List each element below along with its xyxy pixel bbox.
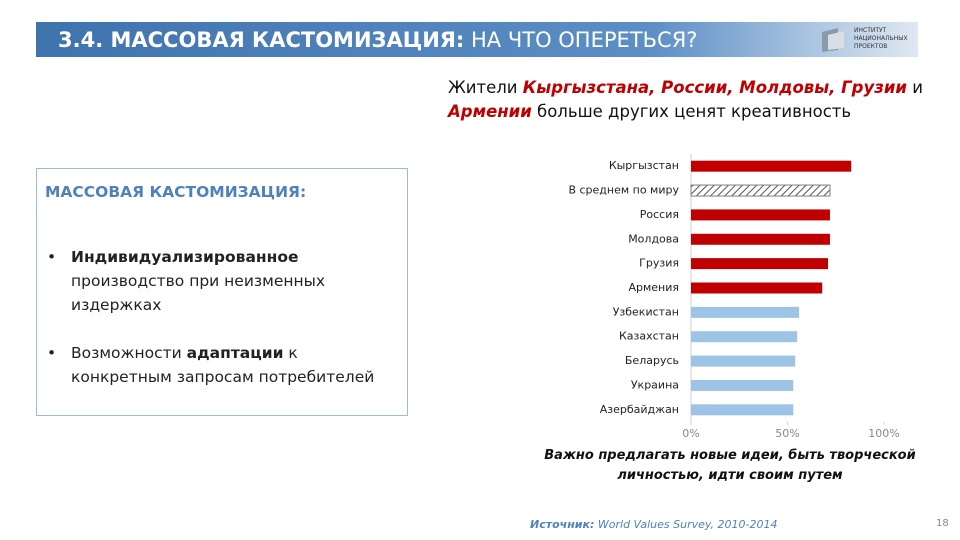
subtitle-line: Армении больше других ценят креативность [448,100,923,124]
source: Источник: World Values Survey, 2010-2014 [530,518,778,531]
bar [691,258,829,270]
subtitle-line: Жители Кыргызстана, России, Молдовы, Гру… [448,76,923,100]
bar [691,306,800,318]
bullet: Индивидуализированное производство при н… [43,245,383,317]
logo: ИНСТИТУТ НАЦИОНАЛЬНЫХ ПРОЕКТОВ [818,26,918,54]
bar [691,331,798,343]
text-run: Жители [448,78,523,97]
bar [691,379,794,391]
y-tick-label: Россия [640,208,679,221]
bar [691,404,794,416]
bar [690,184,831,197]
bar [691,355,796,367]
x-tick-label: 50% [775,427,799,440]
logo-line: ПРОЕКТОВ [854,43,888,50]
page-number: 18 [936,518,949,529]
chart: 0% 50% 100% Кыргызстан В среднем по миру Росс… [568,154,900,440]
text-run: Возможности [71,344,187,362]
source-label: Источник: [530,518,595,531]
box-heading: МАССОВАЯ КАСТОМИЗАЦИЯ: [45,183,307,201]
title: 3.4. МАССОВАЯ КАСТОМИЗАЦИЯ: НА ЧТО ОПЕРЕ… [58,28,697,52]
y-tick-label: Кыргызстан [609,159,679,172]
logo-line: ИНСТИТУТ [854,27,887,34]
x-tick-label: 0% [682,427,699,440]
bar [691,282,823,294]
y-tick-label: Беларусь [625,354,679,367]
y-tick-label: Казахстан [619,330,679,343]
text-run: и [906,78,923,97]
bar [691,233,830,245]
subtitle: Жители Кыргызстана, России, Молдовы, Гру… [448,76,923,124]
text-run: адаптации [186,344,284,362]
bar [691,160,852,172]
text-run: больше других ценят креативность [531,102,852,121]
text-box: МАССОВАЯ КАСТОМИЗАЦИЯ: Индивидуализирова… [36,168,408,416]
text-run: к конкретным запросам потребителей [71,344,375,386]
y-tick-label: Грузия [639,257,679,270]
logo-text: ИНСТИТУТ НАЦИОНАЛЬНЫХ ПРОЕКТОВ [854,27,908,51]
y-tick-label: В среднем по миру [568,184,679,197]
source-text: World Values Survey, 2010-2014 [594,518,778,531]
logo-line: НАЦИОНАЛЬНЫХ [854,35,908,42]
y-tick-label: Азербайджан [600,403,679,416]
title-bold: 3.4. МАССОВАЯ КАСТОМИЗАЦИЯ: [58,28,465,52]
y-tick-label: Украина [631,378,679,391]
header-bar: 3.4. МАССОВАЯ КАСТОМИЗАЦИЯ: НА ЧТО ОПЕРЕ… [36,22,918,57]
y-tick-label: Молдова [628,232,679,245]
y-tick-label: Узбекистан [613,305,679,318]
text-run: Кыргызстана, России, Молдовы, Грузии [522,78,907,97]
y-tick-label: Армения [628,281,679,294]
x-axis-label: Важно предлагать новые идеи, быть творче… [544,448,916,483]
text-run: Индивидуализированное [71,248,299,266]
text-run: Армении [448,102,532,121]
logo-icon [822,28,844,52]
x-tick-label: 100% [868,427,899,440]
bar [691,209,830,221]
text-run: производство при неизменных издержках [71,272,326,314]
title-rest: НА ЧТО ОПЕРЕТЬСЯ? [464,28,698,52]
bullet: Возможности адаптации к конкретным запро… [43,341,383,389]
